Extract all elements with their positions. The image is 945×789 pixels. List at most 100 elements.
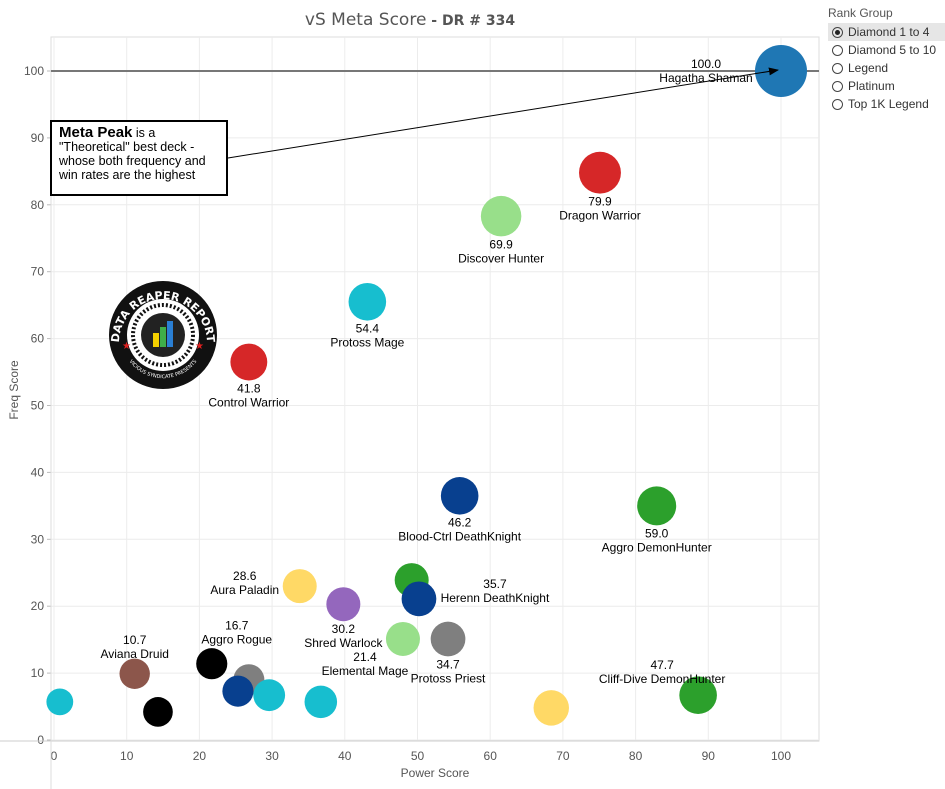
chart-title-main: vS Meta Score — [304, 10, 427, 30]
chart-title-separator: - — [426, 13, 442, 29]
data-label-score: 100.0 — [691, 57, 721, 71]
data-point — [755, 45, 807, 97]
y-tick-label: 60 — [31, 332, 45, 346]
data-label-name: Aggro DemonHunter — [602, 540, 712, 554]
x-tick-label: 10 — [120, 749, 134, 763]
y-tick-label: 40 — [31, 465, 45, 479]
data-point — [679, 676, 717, 714]
logo-bar-blue — [167, 321, 173, 347]
data-label-name: Protoss Priest — [411, 671, 486, 685]
y-tick-label: 100 — [24, 64, 44, 78]
data-point — [533, 690, 569, 726]
logo-star-left: ★ — [122, 341, 131, 352]
rank-group-filter: Rank Group Diamond 1 to 4 Diamond 5 to 10… — [828, 6, 945, 113]
filter-option-label: Platinum — [848, 79, 895, 93]
logo-bar-green — [160, 327, 166, 347]
y-tick-label: 70 — [31, 265, 45, 279]
radio-icon[interactable] — [832, 44, 843, 56]
data-label-score: 47.7 — [650, 658, 674, 672]
data-reaper-logo: DATA REAPER REPORT VICIOUS SYNDICATE PRE… — [109, 281, 217, 389]
data-label-name: Shred Warlock — [304, 636, 383, 650]
x-tick-label: 100 — [771, 749, 791, 763]
filter-option-legend[interactable]: Legend — [828, 59, 945, 77]
radio-icon[interactable] — [832, 80, 843, 92]
chart-title: vS Meta Score - DR # 334 — [0, 10, 820, 30]
data-label-score: 35.7 — [483, 577, 507, 591]
data-point — [222, 675, 254, 707]
x-axis-title: Power Score — [401, 766, 470, 780]
filter-option-label: Top 1K Legend — [848, 97, 929, 111]
data-label-name: Aura Paladin — [210, 583, 279, 597]
data-point — [119, 658, 150, 689]
x-tick-label: 50 — [411, 749, 425, 763]
x-tick-label: 60 — [484, 749, 498, 763]
data-point — [326, 587, 361, 622]
data-point — [401, 581, 437, 617]
x-tick-label: 20 — [193, 749, 207, 763]
chart-title-sub: DR # 334 — [441, 13, 516, 29]
filter-option-top-1k-legend[interactable]: Top 1K Legend — [828, 95, 945, 113]
data-point — [46, 688, 74, 716]
data-points — [46, 45, 807, 727]
data-point — [480, 195, 522, 237]
radio-icon[interactable] — [832, 98, 843, 110]
filter-option-platinum[interactable]: Platinum — [828, 77, 945, 95]
data-label-score: 34.7 — [436, 657, 460, 671]
data-label-name: Dragon Warrior — [559, 209, 641, 223]
annotation-text: is a "Theoretical" best deck - whose bot… — [59, 126, 206, 182]
y-tick-label: 10 — [31, 666, 45, 680]
data-label-score: 28.6 — [233, 569, 257, 583]
data-label-score: 69.9 — [489, 237, 513, 251]
logo-bar-yellow — [153, 333, 159, 347]
data-label-score: 21.4 — [353, 650, 377, 664]
data-label-score: 79.9 — [588, 195, 612, 209]
y-tick-label: 0 — [37, 733, 44, 747]
x-tick-label: 90 — [702, 749, 716, 763]
data-label-name: Blood-Ctrl DeathKnight — [398, 530, 521, 544]
axes: 0 10 20 30 40 50 60 70 80 90 100 0 10 20 30 40 50 60 70 80 9… — [0, 37, 819, 789]
data-label-name: Aggro Rogue — [201, 633, 272, 647]
x-tick-label: 40 — [338, 749, 352, 763]
y-tick-label: 50 — [31, 399, 45, 413]
data-label-name: Elemental Mage — [322, 664, 409, 678]
radio-icon[interactable] — [832, 26, 843, 38]
data-label-name: Aviana Druid — [100, 647, 168, 661]
filter-option-label: Diamond 5 to 10 — [848, 43, 937, 57]
radio-icon[interactable] — [832, 62, 843, 74]
data-point — [230, 343, 268, 381]
filter-option-diamond-5-to-10[interactable]: Diamond 5 to 10 — [828, 41, 945, 59]
data-label-name: Hagatha Shaman — [659, 71, 752, 85]
data-point — [282, 569, 317, 604]
x-tick-label: 70 — [556, 749, 570, 763]
y-tick-label: 80 — [31, 198, 45, 212]
data-label-score: 46.2 — [448, 516, 472, 530]
filter-title: Rank Group — [828, 6, 893, 20]
data-point — [440, 477, 479, 515]
data-label-score: 41.8 — [237, 381, 261, 395]
data-point — [348, 283, 387, 321]
data-point — [579, 151, 621, 194]
data-point — [385, 621, 420, 656]
filter-option-label: Diamond 1 to 4 — [848, 25, 930, 39]
data-label-name: Herenn DeathKnight — [441, 591, 550, 605]
data-point — [304, 685, 338, 719]
data-label-name: Discover Hunter — [458, 251, 544, 265]
data-label-name: Control Warrior — [208, 395, 289, 409]
y-tick-label: 30 — [31, 532, 45, 546]
data-label-score: 10.7 — [123, 633, 147, 647]
meta-peak-annotation: Meta Peak is a "Theoretical" best deck -… — [50, 120, 228, 196]
annotation-arrow — [227, 67, 779, 159]
y-tick-label: 90 — [31, 131, 45, 145]
x-tick-label: 30 — [265, 749, 279, 763]
x-tick-label: 0 — [51, 749, 58, 763]
filter-option-label: Legend — [848, 61, 889, 75]
y-axis-title: Freq Score — [7, 360, 21, 420]
filter-option-diamond-1-to-4[interactable]: Diamond 1 to 4 — [828, 23, 945, 41]
data-label-name: Protoss Mage — [330, 336, 404, 350]
data-point — [253, 679, 286, 712]
data-point — [430, 621, 466, 657]
data-point — [196, 648, 228, 680]
annotation-bold: Meta Peak — [59, 124, 133, 141]
